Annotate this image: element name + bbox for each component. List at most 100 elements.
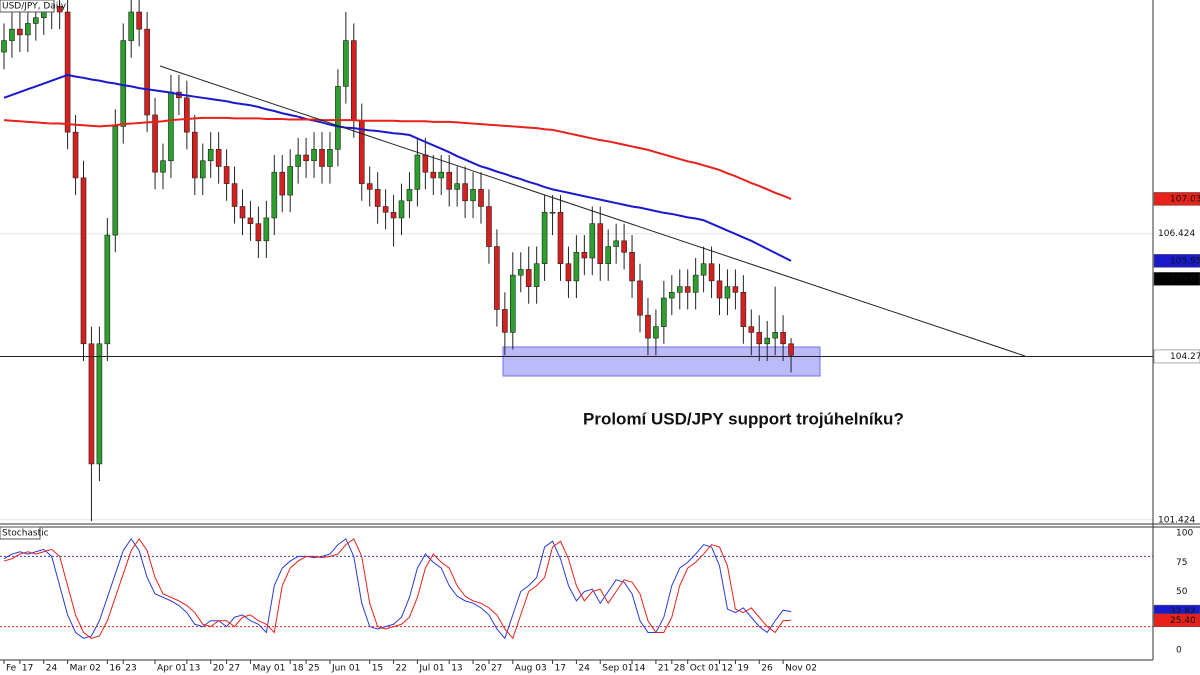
x-tick-label: Sep 01 (602, 664, 633, 674)
stochastic-plot (0, 537, 1153, 640)
candle-body (120, 40, 127, 127)
x-tick-label: Apr 01 (157, 664, 187, 674)
price-tag-label: 107.033 (1170, 194, 1200, 204)
candle-body (247, 217, 254, 224)
candle-body (390, 211, 397, 219)
candle-body (160, 160, 166, 173)
candle-body (319, 149, 325, 167)
x-tick-label: 17 (22, 664, 33, 674)
candle-body (223, 166, 230, 184)
candle-body (231, 183, 238, 207)
candle-body (335, 86, 341, 150)
candle-body (1, 40, 7, 53)
candle-body (637, 280, 643, 316)
candle-body (279, 171, 286, 196)
candle-body (502, 309, 508, 333)
annotation: Prolomí USD/JPY support trojúhelníku? (583, 409, 904, 428)
candle-body (271, 171, 278, 219)
candle-body (676, 286, 683, 293)
candle-body (422, 154, 429, 173)
candle-body (287, 166, 294, 196)
x-tick-label: May 01 (252, 664, 285, 674)
x-tick-label: 22 (396, 664, 407, 674)
candle-body (327, 149, 333, 167)
candle-body (565, 263, 572, 282)
candle-body (9, 28, 15, 41)
candle-body (366, 183, 373, 190)
candle-body (541, 211, 548, 265)
x-tick-label: Jul 01 (418, 664, 444, 674)
candle-body (112, 126, 119, 236)
candle-body (478, 189, 484, 207)
candle-body (184, 97, 190, 133)
candle-body (581, 251, 588, 259)
candle-body (144, 28, 150, 116)
candle-body (486, 206, 492, 247)
candle-body (764, 337, 771, 345)
title-box (0, 0, 55, 13)
candle-body (708, 263, 715, 282)
candle-body (629, 251, 635, 282)
candle-body (64, 11, 71, 133)
price-tag-label: 105.635 (1170, 274, 1200, 284)
candle-body (414, 154, 421, 190)
price-tag (1153, 192, 1200, 206)
x-tick-label: 26 (761, 664, 773, 674)
x-tick-label: 19 (737, 664, 749, 674)
series-line (3, 537, 792, 640)
candle-body (454, 183, 460, 190)
candle-body (732, 286, 739, 293)
x-tick-label: 12 (722, 664, 733, 674)
candle-body (740, 292, 747, 327)
x-tick-label: 20 (213, 664, 225, 674)
price-tag (1153, 254, 1200, 268)
x-tick-label: Jun 01 (331, 664, 360, 674)
candle-body (406, 189, 413, 202)
x-tick-label: 17 (555, 664, 566, 674)
candle-body (692, 274, 699, 293)
x-tick-label: 16 (109, 664, 121, 674)
candle-body (621, 240, 627, 253)
candle-body (724, 286, 731, 299)
candle-body (509, 274, 516, 333)
y-tick-label: 0 (1176, 646, 1182, 656)
candle-body (215, 149, 222, 167)
candle-body (398, 200, 405, 219)
price-tag-label: 32.82 (1170, 607, 1196, 617)
indicator-title: Stochastic (2, 529, 49, 539)
candle-body (533, 263, 540, 287)
x-tick-label: 24 (46, 664, 58, 674)
candle-body (589, 223, 596, 259)
candle-body (303, 154, 309, 162)
candle-body (152, 114, 158, 173)
price-tag-label: 104.279 (1170, 352, 1200, 362)
price-tag (1153, 349, 1200, 364)
chart-title: USD/JPY, Daily (2, 2, 67, 12)
candle-body (17, 28, 23, 36)
candle-body (40, 11, 47, 19)
candle-body (525, 269, 532, 287)
series-line (3, 116, 792, 200)
x-tick-label: 18 (292, 664, 304, 674)
candle-body (343, 40, 349, 87)
x-tick-label: 27 (491, 664, 502, 674)
x-tick-label: Mar 02 (70, 664, 101, 674)
candle-body (255, 223, 262, 242)
candle-body (136, 11, 142, 30)
x-tick-label: 20 (475, 664, 487, 674)
candle-body (780, 332, 786, 345)
candle-body (684, 286, 691, 293)
candle-body (32, 17, 39, 24)
candle-body (263, 217, 270, 242)
y-tick-label: 106.424 (1158, 229, 1195, 239)
candle-body (192, 131, 198, 179)
x-tick-label: 28 (674, 664, 686, 674)
support-zone (502, 346, 821, 377)
x-tick-label: Aug 03 (515, 664, 547, 674)
candle-body (549, 211, 556, 214)
candle-body (104, 234, 111, 345)
candle-body (462, 183, 468, 202)
candle-body (645, 314, 651, 339)
x-tick-label: 14 (634, 664, 646, 674)
